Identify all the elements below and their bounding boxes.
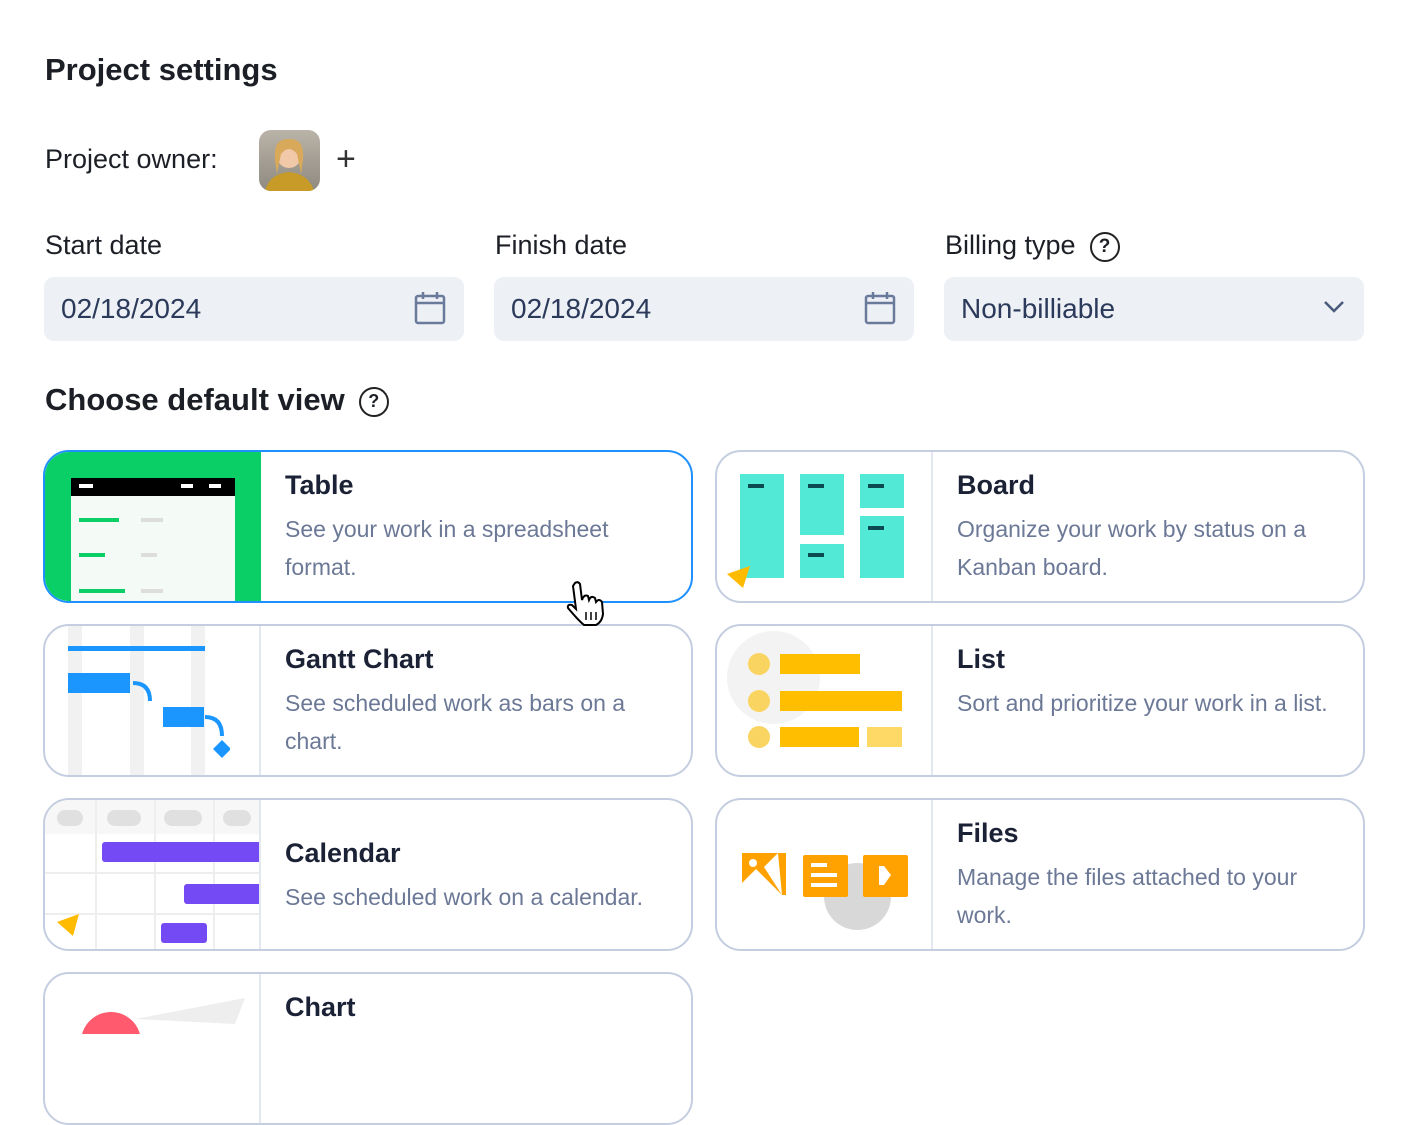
view-option-chart[interactable]: Chart (43, 972, 693, 1125)
billing-type-value: Non-billiable (961, 293, 1116, 324)
video-file-icon (863, 855, 908, 897)
view-description: See scheduled work as bars on a chart. (285, 690, 626, 754)
files-illustration (717, 800, 933, 949)
image-file-icon (742, 853, 786, 895)
chart-illustration (45, 974, 261, 1123)
view-description: See your work in a spreadsheet format. (285, 516, 609, 580)
view-title: Board (957, 470, 1036, 500)
avatar[interactable] (259, 130, 320, 191)
view-description: Organize your work by status on a Kanban… (957, 516, 1306, 580)
view-title: Files (957, 818, 1019, 848)
view-option-calendar[interactable]: Calendar See scheduled work on a calenda… (43, 798, 693, 951)
view-option-list[interactable]: List Sort and prioritize your work in a … (715, 624, 1365, 777)
finish-date-value: 02/18/2024 (511, 293, 652, 324)
view-title: List (957, 644, 1006, 674)
start-date-label: Start date (45, 230, 163, 260)
help-icon[interactable]: ? (358, 386, 389, 417)
billing-type-label: Billing type? (945, 230, 1120, 262)
help-icon[interactable]: ? (1089, 231, 1120, 262)
view-description: Manage the files attached to your work. (957, 864, 1298, 928)
gantt-illustration (45, 626, 261, 775)
calendar-icon[interactable] (864, 291, 896, 325)
add-owner-button[interactable]: + (336, 140, 356, 179)
list-illustration (717, 626, 933, 775)
finish-date-input[interactable]: 02/18/2024 (494, 277, 914, 341)
hand-cursor-icon (566, 581, 605, 626)
view-title: Table (285, 470, 354, 500)
project-owner-label: Project owner: (45, 144, 218, 174)
section-heading: Choose default view? (45, 382, 389, 418)
choose-view-heading: Choose default view (45, 382, 345, 417)
chevron-down-icon (1324, 301, 1344, 313)
start-date-input[interactable]: 02/18/2024 (44, 277, 464, 341)
view-title: Chart (285, 992, 356, 1022)
view-description: See scheduled work on a calendar. (285, 884, 644, 910)
billing-type-text: Billing type (945, 230, 1076, 260)
billing-type-select[interactable]: Non-billiable (944, 277, 1364, 341)
view-option-board[interactable]: Board Organize your work by status on a … (715, 450, 1365, 603)
plus-icon: + (336, 140, 356, 178)
view-title: Gantt Chart (285, 644, 434, 674)
finish-date-label: Finish date (495, 230, 628, 260)
view-option-files[interactable]: Files Manage the files attached to your … (715, 798, 1365, 951)
view-option-table[interactable]: Table See your work in a spreadsheet for… (43, 450, 693, 603)
start-date-value: 02/18/2024 (61, 293, 202, 324)
view-option-gantt-chart[interactable]: Gantt Chart See scheduled work as bars o… (43, 624, 693, 777)
view-title: Calendar (285, 838, 401, 868)
page-title: Project settings (45, 52, 278, 87)
document-file-icon (803, 855, 848, 897)
calendar-illustration (45, 800, 261, 949)
calendar-icon[interactable] (414, 291, 446, 325)
board-illustration (717, 452, 933, 601)
view-description: Sort and prioritize your work in a list. (957, 690, 1328, 716)
table-illustration (45, 452, 261, 601)
